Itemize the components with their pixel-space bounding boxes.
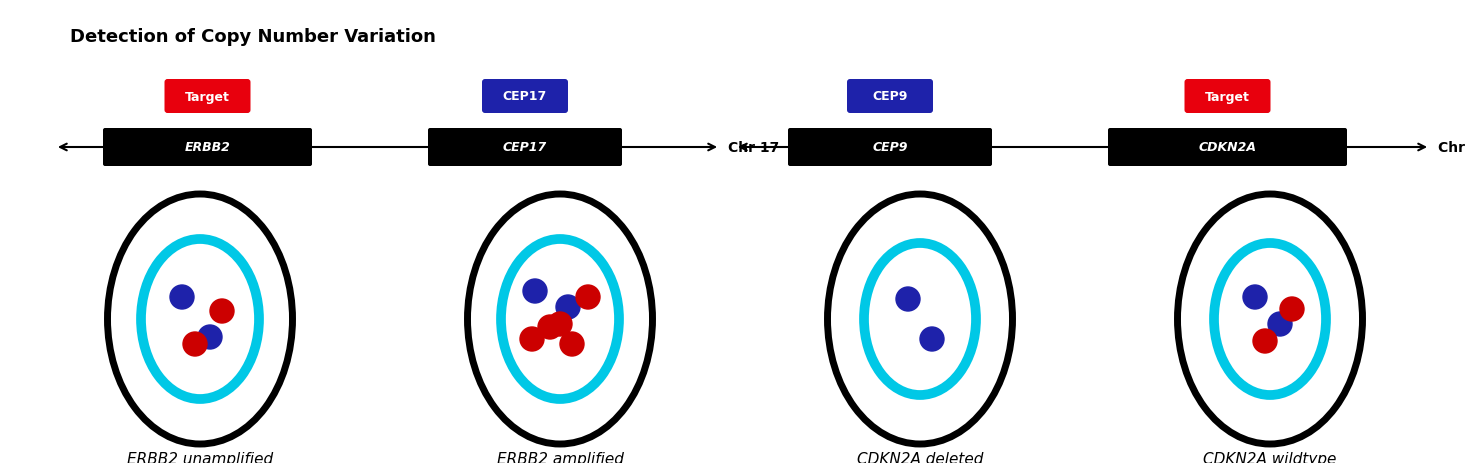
FancyBboxPatch shape (847, 80, 933, 114)
Ellipse shape (1269, 313, 1292, 336)
Ellipse shape (501, 239, 619, 399)
Text: CDKN2A wildtype: CDKN2A wildtype (1204, 451, 1336, 463)
Ellipse shape (1214, 244, 1326, 395)
Text: Chr 9: Chr 9 (1438, 141, 1470, 155)
Ellipse shape (1280, 297, 1304, 321)
Text: Detection of Copy Number Variation: Detection of Copy Number Variation (71, 28, 437, 46)
Ellipse shape (171, 285, 194, 309)
FancyBboxPatch shape (428, 129, 622, 167)
Text: ERBB2 unamplified: ERBB2 unamplified (126, 451, 273, 463)
Text: CEP17: CEP17 (503, 90, 547, 103)
Ellipse shape (210, 300, 234, 323)
Ellipse shape (182, 332, 207, 356)
FancyBboxPatch shape (1185, 80, 1270, 114)
Text: Target: Target (1205, 90, 1250, 103)
Ellipse shape (576, 285, 600, 309)
Ellipse shape (1177, 194, 1363, 444)
Ellipse shape (141, 239, 259, 399)
Text: CEP17: CEP17 (503, 141, 547, 154)
Ellipse shape (548, 313, 572, 336)
FancyBboxPatch shape (1108, 129, 1347, 167)
Ellipse shape (560, 332, 584, 356)
FancyBboxPatch shape (482, 80, 567, 114)
Text: CEP9: CEP9 (872, 90, 907, 103)
Ellipse shape (828, 194, 1013, 444)
Ellipse shape (523, 279, 547, 303)
Text: Target: Target (185, 90, 229, 103)
Ellipse shape (538, 315, 562, 339)
Ellipse shape (920, 327, 944, 351)
FancyBboxPatch shape (788, 129, 992, 167)
Ellipse shape (1244, 285, 1267, 309)
Ellipse shape (897, 288, 920, 311)
Text: CDKN2A deleted: CDKN2A deleted (857, 451, 983, 463)
Text: Chr 17: Chr 17 (728, 141, 779, 155)
Text: CEP9: CEP9 (872, 141, 908, 154)
Ellipse shape (556, 295, 581, 319)
Ellipse shape (864, 244, 976, 395)
Text: ERBB2 amplified: ERBB2 amplified (497, 451, 623, 463)
FancyBboxPatch shape (165, 80, 250, 114)
Text: CDKN2A: CDKN2A (1198, 141, 1257, 154)
Ellipse shape (1252, 329, 1277, 353)
Ellipse shape (520, 327, 544, 351)
Text: ERBB2: ERBB2 (185, 141, 231, 154)
Ellipse shape (198, 325, 222, 349)
Ellipse shape (107, 194, 293, 444)
FancyBboxPatch shape (103, 129, 312, 167)
Ellipse shape (467, 194, 653, 444)
